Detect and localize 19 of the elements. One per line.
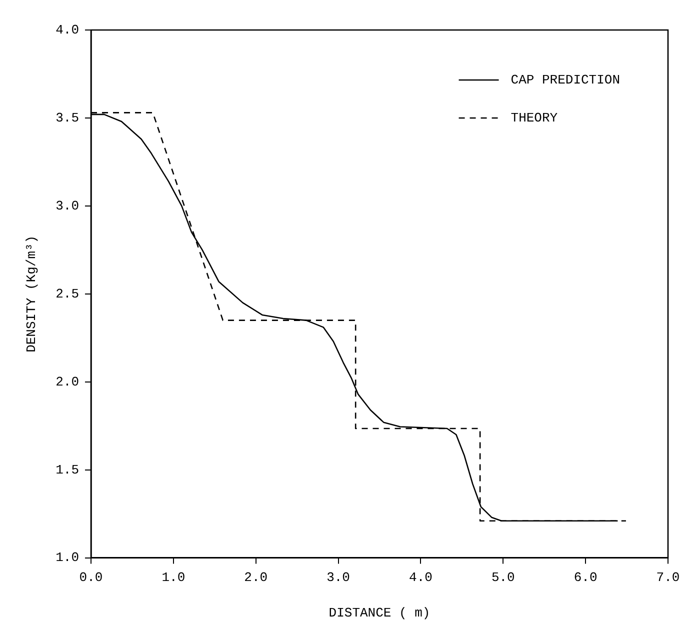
x-tick-label: 5.0 [491, 570, 515, 586]
y-axis-title: DENSITY (Kg/m³) [24, 235, 40, 352]
y-tick-label: 2.0 [56, 374, 80, 390]
y-tick-label: 1.0 [56, 550, 80, 566]
x-tick-label: 0.0 [79, 570, 103, 586]
legend-label: THEORY [510, 110, 558, 126]
y-tick-label: 4.0 [56, 22, 80, 38]
x-tick-label: 6.0 [574, 570, 598, 586]
x-tick-label: 7.0 [656, 570, 680, 586]
x-axis-title: DISTANCE ( m) [328, 606, 430, 621]
y-tick-label: 1.5 [56, 462, 80, 478]
x-tick-label: 1.0 [162, 570, 186, 586]
legend-label: CAP PREDICTION [510, 72, 620, 88]
x-tick-label: 2.0 [244, 570, 268, 586]
y-tick-label: 2.5 [56, 286, 80, 302]
x-tick-label: 4.0 [409, 570, 432, 586]
x-tick-label: 3.0 [326, 570, 350, 586]
y-tick-label: 3.5 [56, 110, 80, 126]
y-tick-label: 3.0 [56, 198, 80, 214]
